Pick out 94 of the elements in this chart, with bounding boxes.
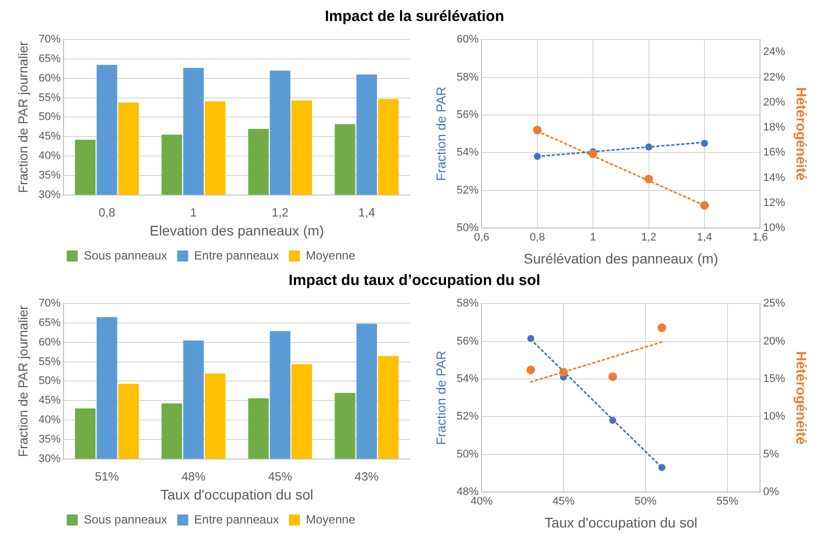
y-tick-label: 30% bbox=[38, 188, 61, 201]
legend-label: Moyenne bbox=[306, 512, 356, 526]
y-axis-title: Fraction de PAR bbox=[433, 86, 448, 182]
point bbox=[533, 126, 542, 134]
y2-axis-title: Hétérogénéité bbox=[794, 351, 810, 445]
y-tick-label: 55% bbox=[38, 92, 61, 104]
y-tick-label: 60% bbox=[38, 336, 61, 348]
x-tick-label: 1,2 bbox=[641, 232, 656, 244]
x-tick-label: 1 bbox=[590, 232, 596, 244]
y-tick-label: 50% bbox=[38, 375, 61, 388]
x-tick-label: 55% bbox=[716, 496, 739, 508]
y-axis-title: Fraction de PAR bbox=[433, 350, 448, 446]
legend-label: Sous panneaux bbox=[84, 512, 168, 526]
y-tick-label: 40% bbox=[38, 414, 61, 426]
y-tick-label: 52% bbox=[456, 410, 479, 423]
x-axis-title: Surélévation des panneaux (m) bbox=[524, 250, 718, 266]
y-tick-label: 40% bbox=[38, 150, 61, 162]
point bbox=[534, 152, 541, 160]
x-tick-label: 50% bbox=[634, 496, 657, 508]
x-axis-title: Taux d'occupation du sol bbox=[160, 486, 314, 502]
y-tick-label: 65% bbox=[38, 53, 61, 66]
y-tick-label: 50% bbox=[456, 448, 479, 460]
x-tick-label: 1 bbox=[190, 205, 198, 220]
y-tick-label: 54% bbox=[456, 146, 479, 159]
y-tick-label: 50% bbox=[38, 111, 61, 124]
y-tick-label: 50% bbox=[456, 222, 479, 234]
y-tick-label: 52% bbox=[456, 184, 479, 196]
y-tick-label: 70% bbox=[38, 298, 61, 310]
y-tick-label: 56% bbox=[456, 335, 479, 348]
y2-tick-label: 25% bbox=[763, 298, 786, 310]
y2-tick-label: 5% bbox=[763, 448, 780, 460]
y2-tick-label: 10% bbox=[763, 410, 786, 423]
y2-tick-label: 0% bbox=[763, 486, 780, 498]
y2-tick-label: 18% bbox=[763, 122, 786, 134]
y-axis-title: Fraction de PAR journalier bbox=[15, 40, 30, 193]
y-tick-label: 60% bbox=[38, 72, 61, 84]
chart-title: Impact de la surélévation bbox=[324, 8, 506, 25]
point bbox=[588, 150, 598, 158]
legend-label: Moyenne bbox=[306, 248, 356, 262]
y-tick-label: 70% bbox=[38, 34, 61, 46]
point bbox=[644, 174, 654, 184]
y-tick-label: 55% bbox=[38, 356, 61, 368]
y-tick-label: 30% bbox=[38, 452, 61, 465]
y-tick-label: 58% bbox=[456, 298, 479, 310]
point bbox=[609, 416, 616, 424]
x-tick-label: 1,2 bbox=[272, 205, 289, 220]
y2-tick-label: 20% bbox=[763, 335, 786, 348]
point bbox=[658, 323, 666, 332]
x-tick-label: 0,8 bbox=[98, 205, 116, 220]
y2-tick-label: 12% bbox=[763, 196, 786, 209]
legend-label: Entre panneaux bbox=[194, 512, 279, 526]
y-tick-label: 45% bbox=[38, 130, 61, 143]
y-tick-label: 35% bbox=[38, 433, 61, 446]
y2-tick-label: 16% bbox=[763, 146, 786, 159]
point bbox=[645, 143, 652, 150]
y2-tick-label: 22% bbox=[763, 71, 786, 84]
x-tick-label: 48% bbox=[181, 469, 206, 484]
y-tick-label: 60% bbox=[456, 34, 479, 46]
x-tick-label: 43% bbox=[354, 469, 380, 484]
chart-title: Impact du taux d’occupation du sol bbox=[288, 272, 542, 289]
y2-tick-label: 15% bbox=[763, 372, 786, 385]
x-tick-label: 1,4 bbox=[358, 205, 376, 220]
x-tick-label: 45% bbox=[268, 469, 292, 484]
point bbox=[526, 366, 536, 374]
point bbox=[700, 201, 709, 210]
y2-axis-title: Hétérogénéité bbox=[794, 87, 810, 181]
x-tick-label: 45% bbox=[552, 496, 575, 508]
x-axis-title: Taux d'occupation du sol bbox=[544, 514, 698, 530]
point bbox=[608, 372, 618, 381]
point bbox=[527, 334, 534, 342]
point bbox=[658, 464, 666, 472]
y2-tick-label: 14% bbox=[763, 172, 786, 184]
x-tick-label: 40% bbox=[470, 496, 493, 508]
x-tick-label: 51% bbox=[94, 469, 120, 484]
y-tick-label: 35% bbox=[38, 169, 61, 182]
x-tick-label: 1,6 bbox=[752, 232, 768, 244]
x-axis-title: Elevation des panneaux (m) bbox=[150, 222, 324, 238]
legend-label: Sous panneaux bbox=[84, 248, 168, 262]
legend-label: Entre panneaux bbox=[194, 248, 279, 262]
y2-tick-label: 24% bbox=[763, 46, 786, 58]
y-tick-label: 65% bbox=[38, 317, 61, 330]
y2-tick-label: 10% bbox=[763, 222, 786, 234]
x-tick-label: 1,4 bbox=[696, 232, 712, 244]
x-tick-label: 0,6 bbox=[474, 232, 490, 244]
y-tick-label: 56% bbox=[456, 108, 479, 121]
point bbox=[700, 140, 708, 147]
point bbox=[559, 368, 568, 376]
y2-tick-label: 20% bbox=[763, 96, 786, 108]
y-axis-title: Fraction de PAR journalier bbox=[15, 304, 30, 457]
y-tick-label: 48% bbox=[456, 486, 479, 498]
y-tick-label: 54% bbox=[456, 372, 479, 385]
x-tick-label: 0,8 bbox=[530, 232, 545, 244]
y-tick-label: 45% bbox=[38, 394, 61, 407]
y-tick-label: 58% bbox=[456, 71, 479, 84]
